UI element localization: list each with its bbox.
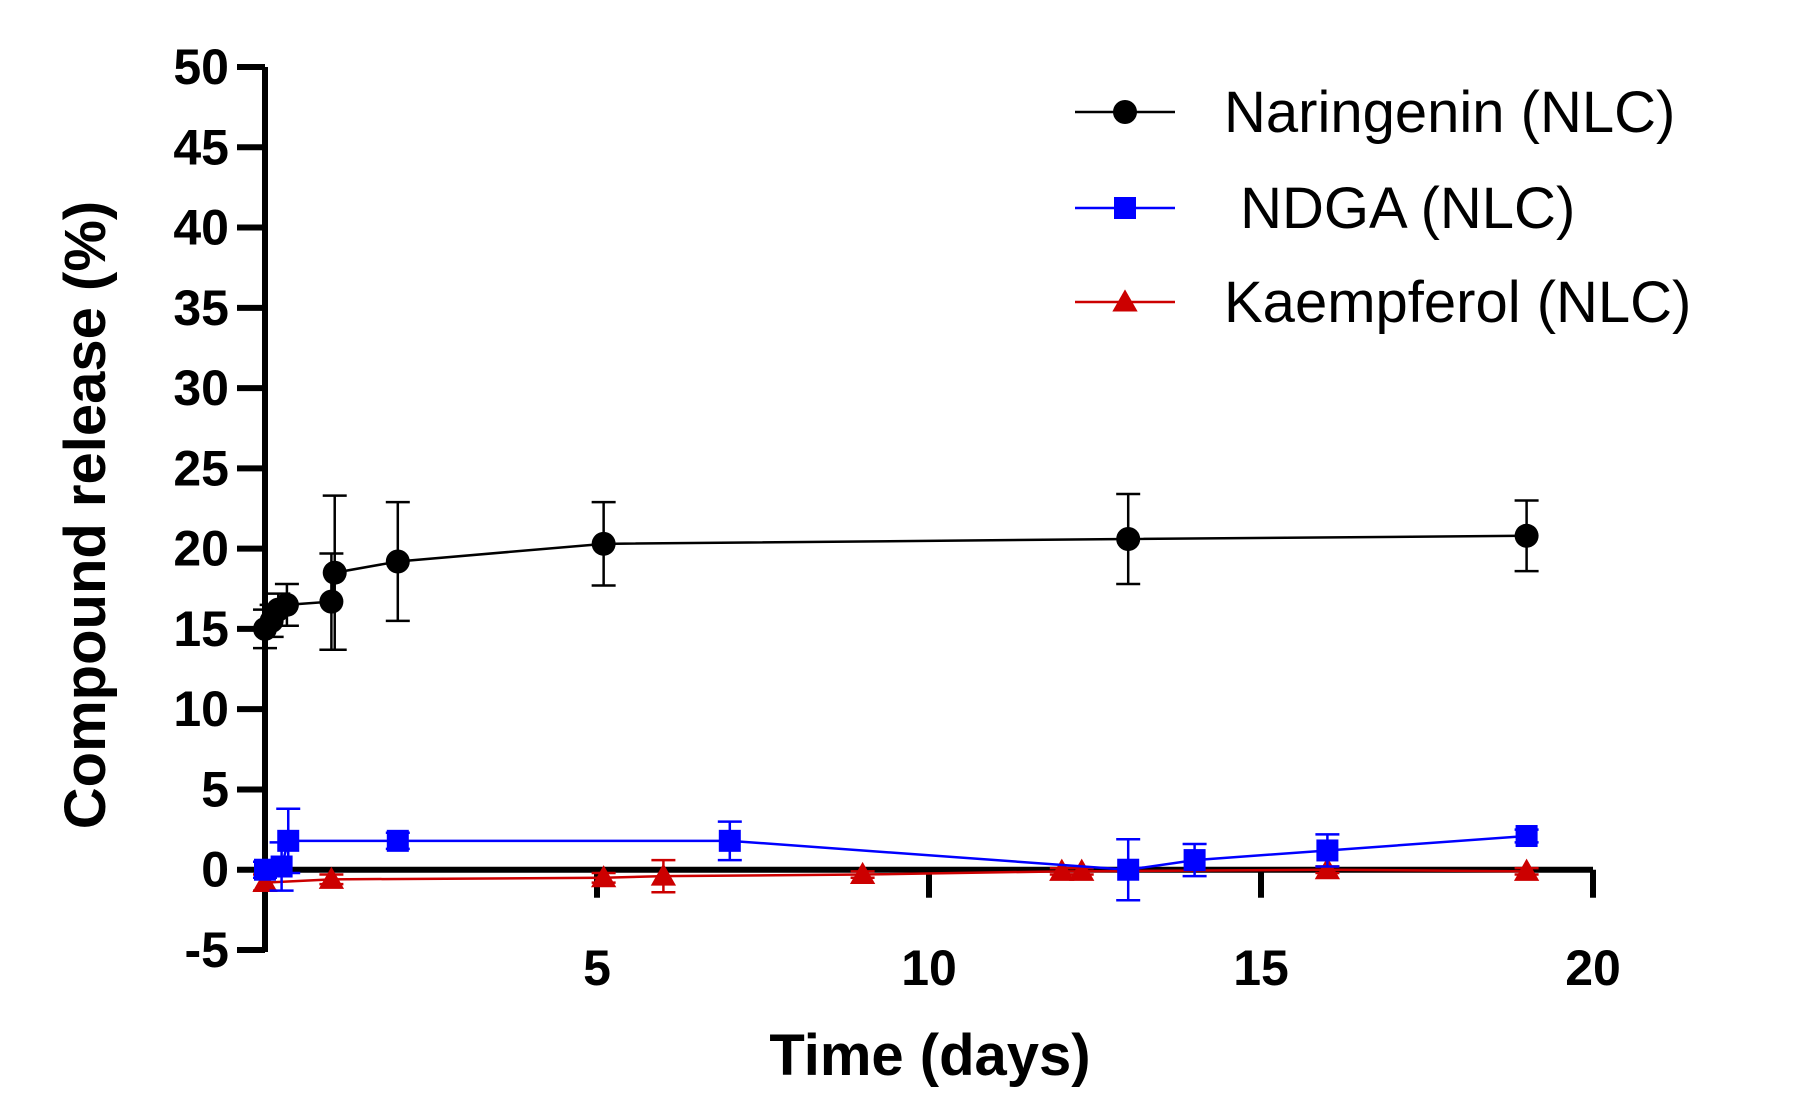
y-tick-label: 5 [201, 761, 229, 817]
y-tick-label: 0 [201, 842, 229, 898]
data-point [386, 829, 409, 852]
series-2 [252, 857, 1540, 894]
data-point [1316, 839, 1339, 862]
y-tick-label: 20 [173, 521, 229, 577]
data-point [319, 589, 344, 614]
data-point [1514, 523, 1539, 548]
x-tick-label: 15 [1233, 940, 1289, 996]
x-tick-label: 10 [901, 940, 957, 996]
legend-marker [1112, 289, 1138, 312]
data-point [718, 829, 741, 852]
legend-marker [1113, 100, 1137, 124]
legend: Naringenin (NLC) NDGA (NLC) Kaempferol (N… [1075, 80, 1691, 335]
y-tick-label: 15 [173, 601, 229, 657]
legend-label: NDGA (NLC) [1224, 176, 1575, 241]
x-axis-title: Time (days) [769, 1023, 1090, 1088]
y-tick-label: 50 [173, 39, 229, 95]
series-layer [252, 492, 1540, 902]
legend-marker [1114, 197, 1136, 219]
series-1 [253, 807, 1539, 902]
data-point [1116, 527, 1141, 552]
data-point [270, 855, 293, 878]
data-point [254, 858, 276, 881]
data-point [650, 863, 677, 886]
data-point [590, 865, 617, 888]
data-point [1069, 858, 1095, 881]
data-point [252, 869, 278, 893]
data-point [1183, 849, 1206, 872]
data-point [385, 549, 410, 574]
data-point [322, 560, 347, 585]
series-0 [253, 492, 1539, 652]
series-line [264, 534, 1527, 630]
y-tick-label: 10 [173, 681, 229, 737]
data-point [1049, 858, 1075, 881]
axes: -5 0 5 10 15 20 25 30 35 40 45 50 5 10 15 20 [173, 39, 1620, 996]
y-tick-label: 30 [173, 360, 229, 416]
y-tick-label: -5 [185, 922, 229, 978]
x-tick-label: 5 [583, 940, 611, 996]
data-point [277, 829, 300, 852]
y-tick-label: 25 [173, 440, 229, 496]
data-point [1117, 858, 1140, 881]
data-point [274, 592, 299, 617]
legend-label: Naringenin (NLC) [1224, 80, 1675, 145]
data-point [849, 861, 876, 885]
data-point [318, 866, 345, 889]
data-point [591, 531, 616, 556]
y-tick-label: 40 [173, 200, 229, 256]
legend-label: Kaempferol (NLC) [1224, 270, 1691, 335]
y-tick-label: 45 [173, 119, 229, 175]
data-point [1513, 858, 1540, 881]
y-tick-label: 35 [173, 280, 229, 336]
x-tick-label: 20 [1565, 940, 1621, 996]
data-point [1515, 825, 1538, 848]
data-point [1314, 857, 1341, 880]
y-axis-title: Compound release (%) [53, 201, 118, 829]
